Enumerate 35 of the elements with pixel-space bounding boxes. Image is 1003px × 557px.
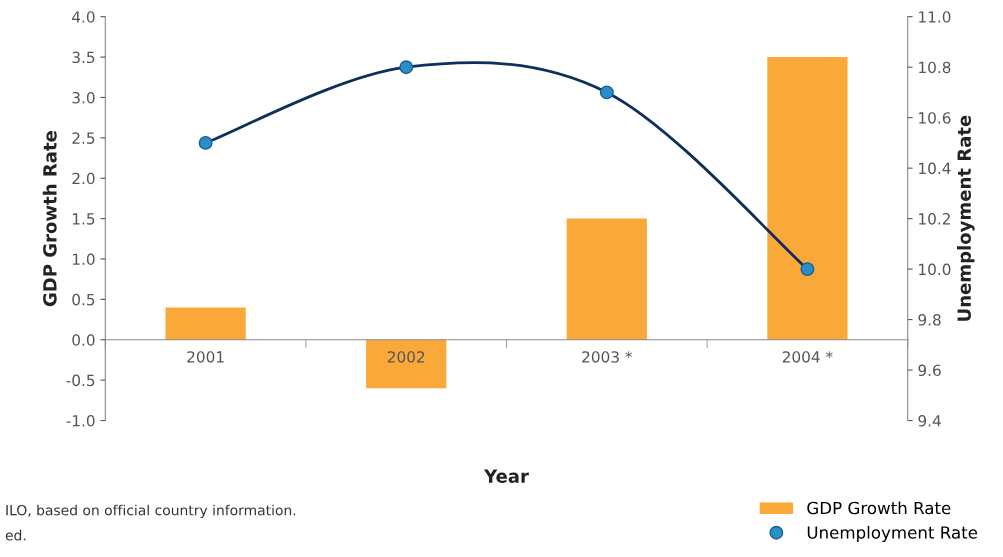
y2-tick-label: 10.8 (919, 61, 951, 74)
y-tick-label: -1.0 (66, 415, 95, 427)
y-tick-label: 2.0 (72, 172, 95, 185)
y-tick-label: 4.0 (72, 11, 95, 23)
y-tick-label: 1.5 (72, 213, 95, 225)
x-tick-label: 2002 (387, 351, 425, 363)
bar (566, 218, 647, 340)
y-tick-label: 2.5 (72, 132, 95, 144)
y2-tick-label: 10.4 (919, 162, 951, 175)
x-axis-title: Year (483, 469, 529, 483)
y2-tick-label: 9.8 (918, 314, 941, 326)
y-axis-title: GDP Growth Rate (42, 131, 57, 307)
y-tick-label: 0.5 (72, 293, 95, 306)
y2-tick-label: 10.2 (919, 213, 950, 225)
x-tick-label: 2001 (187, 351, 224, 363)
y2-tick-label: 11.0 (919, 11, 951, 23)
y-tick-label: 3.0 (72, 91, 95, 104)
x-tick-label: 2004 * (782, 351, 833, 363)
y2-tick-label: 10.6 (919, 112, 951, 124)
bar (767, 57, 848, 340)
legend-label: Unemployment Rate (807, 525, 978, 542)
text: ed. (5, 529, 26, 541)
y2-tick-label: 9.6 (918, 364, 941, 377)
bar (366, 339, 447, 389)
text: ILO, based on official country information. (6, 504, 296, 519)
y2-tick-label: 10.0 (919, 263, 951, 276)
legend-label: GDP Growth Rate (807, 501, 951, 515)
bar (165, 307, 246, 340)
x-tick-label: 2003 * (582, 351, 633, 363)
y-tick-label: 0.0 (72, 334, 95, 346)
y-tick-label: 3.5 (72, 51, 95, 64)
y-tick-label: 1.0 (72, 253, 95, 266)
y2-axis-title: Unemployment Rate (957, 115, 975, 321)
y2-tick-label: 9.4 (918, 415, 941, 427)
y-tick-label: -0.5 (66, 374, 95, 387)
